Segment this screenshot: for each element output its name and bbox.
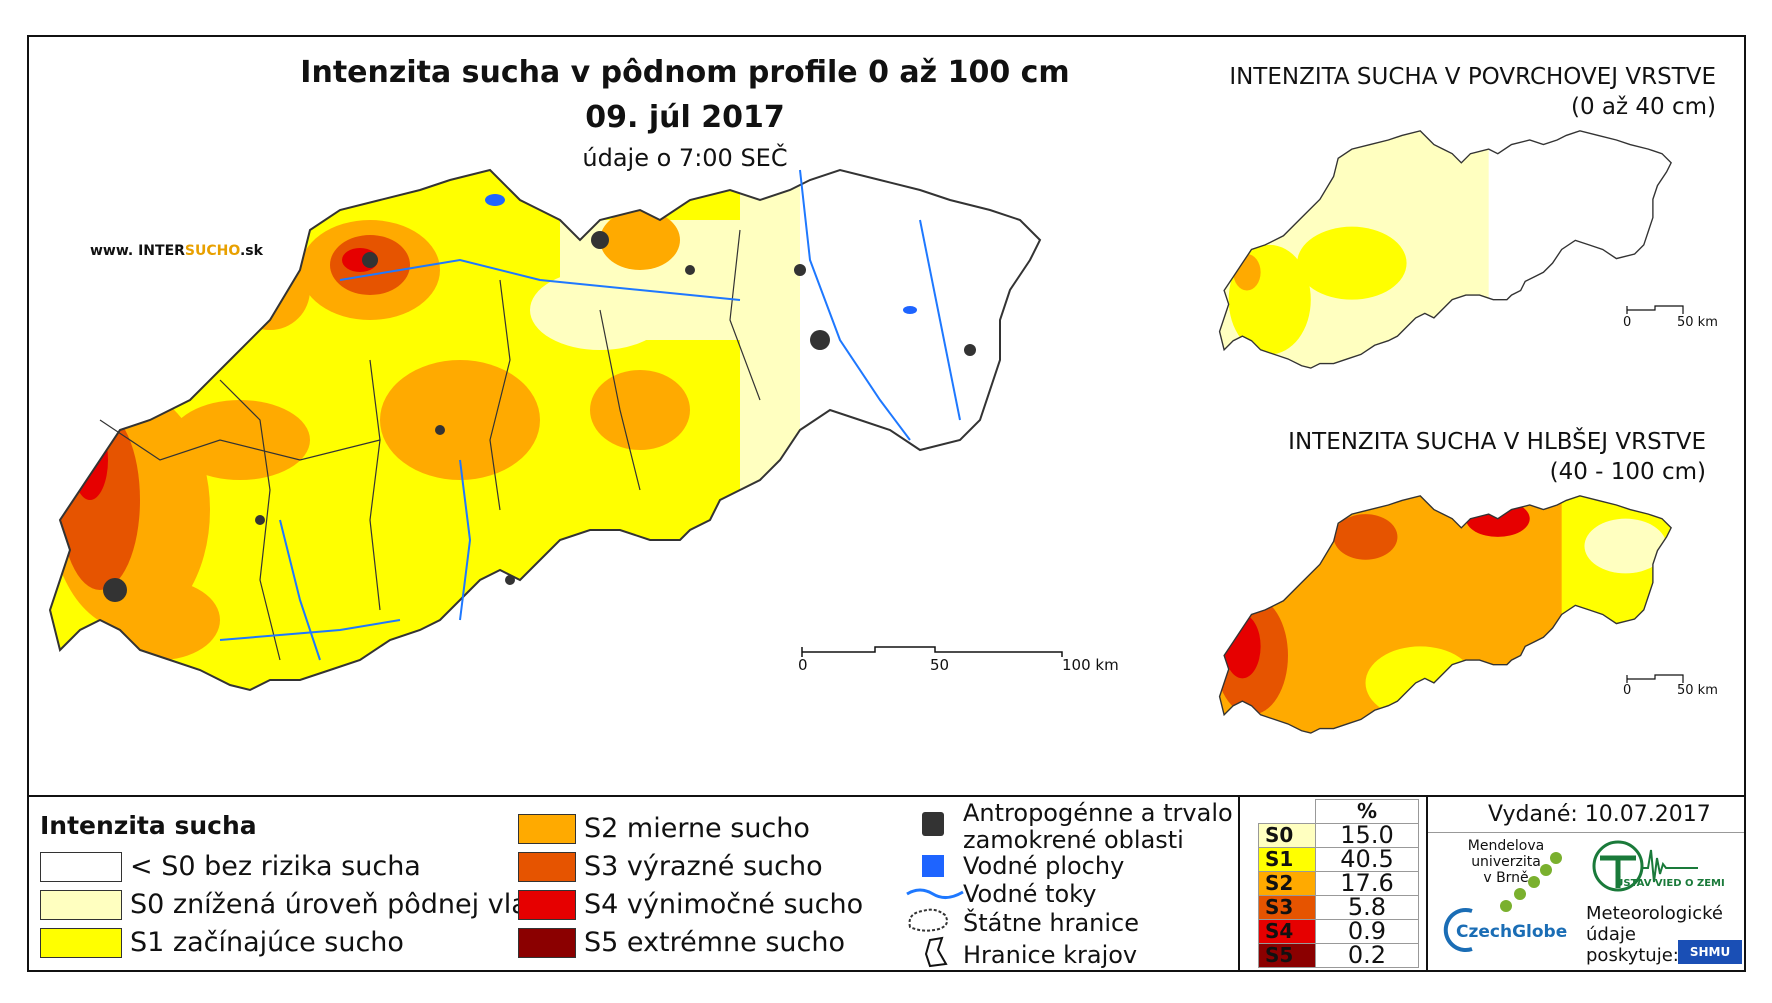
- mendel-logo-text: Mendelova univerzita v Brně: [1467, 838, 1545, 886]
- shmu-logo: SHMU: [1678, 940, 1742, 964]
- river-line-icon: [906, 888, 964, 899]
- row-label: S5: [1258, 943, 1316, 968]
- legend-separator: [27, 795, 1746, 797]
- main-map: [49, 169, 1041, 691]
- table-row: S1 40.5: [1258, 847, 1419, 872]
- row-value: 40.5: [1315, 847, 1419, 872]
- row-label: S3: [1258, 895, 1316, 920]
- main-scale-100: 100 km: [1062, 656, 1119, 674]
- row-value: 5.8: [1315, 895, 1419, 920]
- legend-title: Intenzita sucha: [40, 811, 257, 840]
- map-date: 09. júl 2017: [585, 100, 785, 135]
- inset-top-scale: [1626, 305, 1684, 314]
- legend-anthropogenic: Antropogénne a trvalo zamokrené oblasti: [963, 799, 1233, 854]
- legend-item-s5: S5 extrémne sucho: [518, 927, 845, 958]
- legend-swatch: [518, 927, 576, 958]
- main-scale-bar: [801, 646, 1063, 657]
- legend-swatch: [40, 927, 122, 958]
- legend-item-s3: S3 výrazné sucho: [518, 851, 823, 882]
- legend-divider-1: [1238, 795, 1240, 972]
- inset-top-scale-50: 50 km: [1677, 315, 1718, 330]
- row-label: S1: [1258, 847, 1316, 872]
- row-value: 0.2: [1315, 943, 1419, 968]
- ustav-logo-icon: [1592, 840, 1698, 892]
- ustav-logo-text: ÚSTAV VIED O ZEMI: [1615, 878, 1725, 889]
- percent-header: %: [1315, 799, 1419, 824]
- legend-water-areas: Vodné plochy: [963, 852, 1125, 880]
- region-border-icon: [924, 936, 948, 968]
- legend-region-border: Hranice krajov: [963, 941, 1138, 969]
- inset-top-map: [1218, 130, 1672, 369]
- percent-table: % S0 15.0 S1 40.5 S2 17.6 S3 5.8 S4 0.9 …: [1258, 799, 1419, 968]
- inset-bottom-map: [1218, 495, 1672, 734]
- main-scale-50: 50: [930, 656, 950, 674]
- row-value: 15.0: [1315, 823, 1419, 848]
- legend-swatch: [518, 813, 576, 844]
- legend-item-s2: S2 mierne sucho: [518, 813, 810, 844]
- legend-swatch: [518, 889, 576, 920]
- row-label: S4: [1258, 919, 1316, 944]
- website-label[interactable]: www. INTERSUCHO.sk: [90, 243, 263, 259]
- czechglobe-logo-icon: [1443, 908, 1473, 952]
- mendel-logo-dots: [1500, 852, 1562, 912]
- table-row: S5 0.2: [1258, 943, 1419, 968]
- legend-swatch: [40, 889, 122, 920]
- row-value: 0.9: [1315, 919, 1419, 944]
- meteo-provider-text: Meteorologické údaje poskytuje:: [1586, 903, 1723, 966]
- inset-bottom-scale: [1626, 674, 1684, 683]
- table-row: S4 0.9: [1258, 919, 1419, 944]
- water-area-swatch: [922, 855, 944, 877]
- table-row: S3 5.8: [1258, 895, 1419, 920]
- map-title: Intenzita sucha v pôdnom profile 0 až 10…: [300, 55, 1070, 90]
- table-row: S0 15.0: [1258, 823, 1419, 848]
- issued-divider: [1428, 832, 1744, 833]
- legend-item-s0: S0 znížená úroveň pôdnej vlahy: [40, 889, 561, 920]
- czechglobe-logo-text: CzechGlobe: [1456, 922, 1568, 942]
- legend-item-s4: S4 výnimočné sucho: [518, 889, 863, 920]
- map-time: údaje o 7:00 SEČ: [582, 144, 788, 172]
- legend-swatch: [40, 851, 122, 882]
- inset-top-title: INTENZITA SUCHA V POVRCHOVEJ VRSTVE (0 a…: [1229, 64, 1716, 120]
- table-header-row: %: [1258, 799, 1419, 824]
- legend-divider-2: [1426, 795, 1428, 972]
- issued-date: Vydané: 10.07.2017: [1488, 802, 1711, 827]
- legend-state-border: Štátne hranice: [963, 909, 1139, 937]
- legend-swatch: [518, 851, 576, 882]
- legend-item-s1: S1 začínajúce sucho: [40, 927, 404, 958]
- main-scale-0: 0: [798, 656, 808, 674]
- legend-item-below-s0: < S0 bez rizika sucha: [40, 851, 421, 882]
- row-label: S0: [1258, 823, 1316, 848]
- legend-rivers: Vodné toky: [963, 880, 1097, 908]
- anthropogenic-swatch: [922, 812, 944, 836]
- table-row: S2 17.6: [1258, 871, 1419, 896]
- state-border-icon: [908, 908, 948, 932]
- inset-top-scale-0: 0: [1623, 315, 1632, 330]
- inset-bottom-scale-50: 50 km: [1677, 683, 1718, 698]
- row-value: 17.6: [1315, 871, 1419, 896]
- inset-bottom-title: INTENZITA SUCHA V HLBŠEJ VRSTVE (40 - 10…: [1288, 429, 1706, 485]
- inset-bottom-scale-0: 0: [1623, 683, 1632, 698]
- row-label: S2: [1258, 871, 1316, 896]
